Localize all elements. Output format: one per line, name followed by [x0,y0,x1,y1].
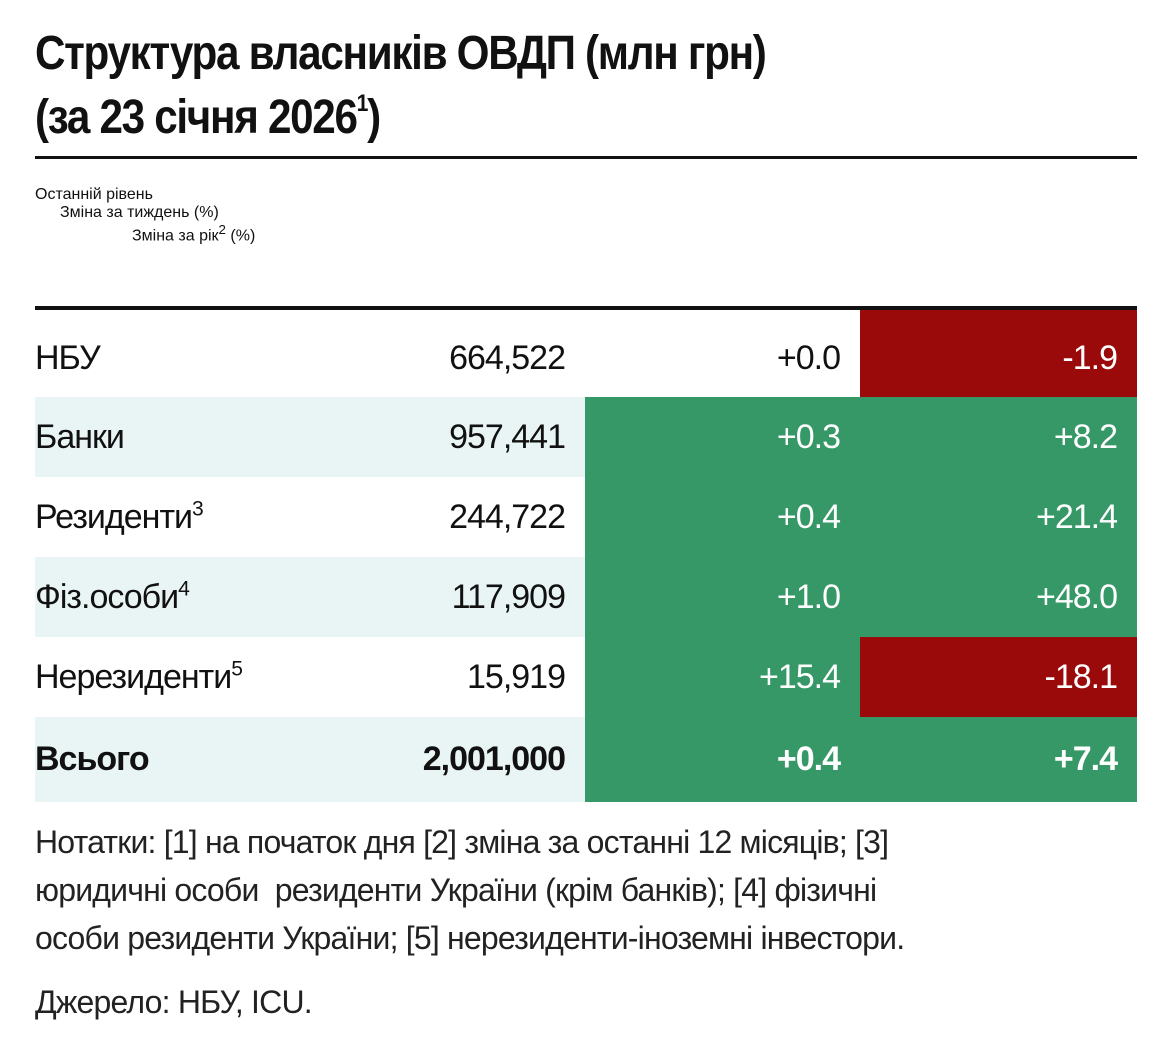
column-header: Останній рівень [35,186,220,204]
row-label: Фіз.особи4 [35,557,400,637]
week-change-cell: +15.4 [585,637,860,717]
title-text: (за 23 січня 2026 [35,91,358,144]
table-body: НБУ 664,522 +0.0 -1.9 Банки 957,441 +0.3 +8.2 Ре… [35,310,1137,802]
footnote-ref: 3 [192,496,204,520]
year-change-cell: +8.2 [860,397,1137,477]
header-text: Останній рівень [35,186,153,203]
table-row: Всього 2,001,000 +0.4 +7.4 [35,717,1137,802]
footnote-ref: 4 [178,576,190,600]
week-change-cell: +1.0 [585,557,860,637]
row-label: Нерезиденти5 [35,637,400,717]
label-text: Банки [35,417,125,456]
year-change-cell: +7.4 [860,717,1137,802]
level-cell: 664,522 [449,339,566,377]
table-row: Нерезиденти5 15,919 +15.4 -18.1 [35,637,1137,717]
note-line: Нотатки: [1] на початок дня [2] зміна за… [35,824,889,860]
level-cell: 15,919 [467,657,566,696]
label-text: Резиденти [35,497,193,536]
week-change-cell: +0.4 [585,717,860,802]
row-label: НБУ [35,310,400,397]
row-label: Всього [35,717,400,802]
year-change-cell: +48.0 [860,557,1137,637]
title-line: Структура власників ОВДП (млн грн) [35,27,767,80]
table-row: НБУ 664,522 +0.0 -1.9 [35,310,1137,397]
rule [35,306,1137,310]
note-line: особи резиденти України; [5] нерезиденти… [35,920,905,956]
header-text: Зміна за рік [132,227,219,245]
table-row: Резиденти3 244,722 +0.4 +21.4 [35,477,1137,557]
header-text: (%) [225,227,256,245]
week-change-cell: +0.3 [585,397,860,477]
week-change-cell: +0.4 [585,477,860,557]
table-row: Банки 957,441 +0.3 +8.2 [35,397,1137,477]
table-row: Фіз.особи4 117,909 +1.0 +48.0 [35,557,1137,637]
week-change-cell: +0.0 [776,339,841,377]
column-header-text: Зміна за тиждень (%) [60,204,310,222]
year-change-cell: +21.4 [860,477,1137,557]
header-text: Зміна за тиждень (%) [60,204,219,221]
year-change-cell: -1.9 [860,310,1137,397]
notes: Нотатки: [1] на початок дня [2] зміна за… [35,818,905,962]
footnote-ref: 1 [356,90,369,117]
column-header: Зміна за тиждень (%) [35,204,310,222]
row-label: Банки [35,397,400,477]
level-cell: 2,001,000 [400,717,585,802]
level-cell: 117,909 [400,557,585,637]
source: Джерело: НБУ, ICU. [35,984,313,1020]
footnote-ref: 5 [231,656,243,680]
row-label: Резиденти3 [35,477,400,557]
level-cell: 957,441 [400,397,585,477]
column-header: Зміна за рік2 (%) [35,222,312,245]
title-text: ) [367,91,381,144]
table: НБУ 664,522 +0.0 -1.9 Банки 957,441 +0.3 +8.2 Ре… [35,310,1137,802]
column-header-text: Останній рівень [35,186,220,204]
title-line: (за 23 січня 20261) [35,86,766,150]
label-text: Фіз.особи [35,577,179,616]
year-change-cell: -18.1 [860,637,1137,717]
title: Структура власників ОВДП (млн грн) (за 2… [35,22,767,150]
rule [35,156,1137,159]
note-line: юридичні особи резиденти України (крім б… [35,872,877,908]
label-text: Всього [35,740,150,778]
footnote-ref: 2 [218,222,226,237]
column-header-text: Зміна за рік2 (%) [132,222,312,245]
label-text: Нерезиденти [35,657,232,696]
table-header: Останній рівень Зміна за тиждень (%) Зміна… [35,186,1137,296]
label-text: НБУ [35,339,101,377]
level-cell: 244,722 [449,497,566,536]
